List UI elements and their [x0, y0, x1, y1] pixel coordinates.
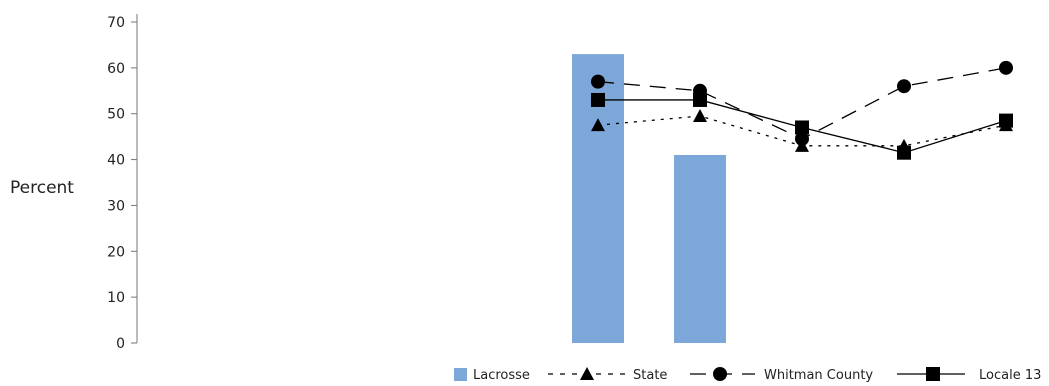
y-axis-label: Percent — [10, 178, 74, 198]
point-whitman-county — [591, 74, 605, 89]
y-tick-label: 10 — [107, 290, 125, 306]
bar-lacrosse — [674, 154, 726, 343]
y-tick-label: 60 — [107, 61, 125, 77]
legend-label-lacrosse: Lacrosse — [473, 368, 530, 383]
y-axis: 0 10 20 30 40 50 60 70 — [107, 14, 138, 352]
point-locale-13 — [897, 145, 911, 160]
legend-label-whitman-county: Whitman County — [764, 368, 873, 383]
y-tick-label: 0 — [116, 336, 125, 352]
line-series — [591, 60, 1013, 160]
y-tick-label: 30 — [107, 198, 125, 214]
point-locale-13 — [999, 113, 1013, 128]
legend-swatch-lacrosse — [454, 368, 467, 381]
legend-marker-whitman-county — [713, 367, 727, 381]
y-tick-label: 50 — [107, 107, 125, 123]
point-state — [693, 109, 707, 123]
point-whitman-county — [999, 60, 1013, 75]
legend-marker-state — [580, 367, 594, 380]
legend-marker-locale-13 — [926, 367, 940, 381]
point-locale-13 — [591, 92, 605, 107]
point-locale-13 — [693, 92, 707, 107]
y-tick-label: 70 — [107, 15, 125, 31]
legend-label-state: State — [633, 368, 667, 383]
point-whitman-county — [897, 79, 911, 94]
y-tick-label: 20 — [107, 244, 125, 260]
legend: Lacrosse State Whitman County Locale 13 — [454, 367, 1041, 383]
y-tick-label: 40 — [107, 153, 125, 169]
legend-label-locale-13: Locale 13 — [979, 368, 1041, 383]
point-state — [591, 118, 605, 132]
point-whitman-county — [795, 131, 809, 146]
point-locale-13 — [795, 120, 809, 135]
